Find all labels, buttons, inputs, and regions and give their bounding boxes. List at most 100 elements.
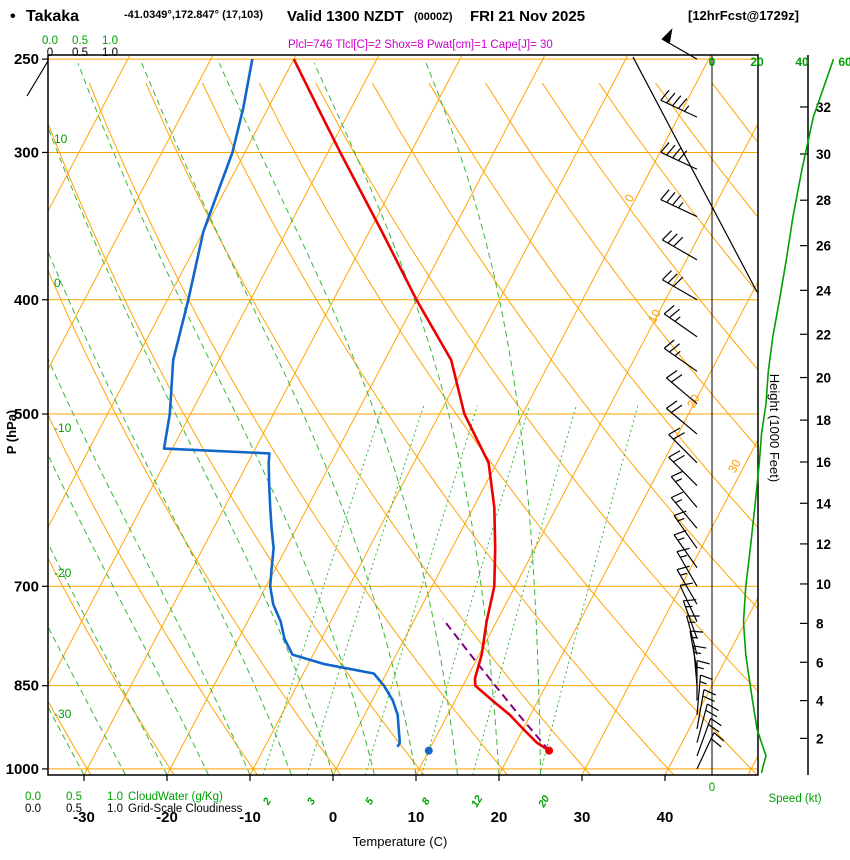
pressure-tick-label: 300 (14, 144, 39, 161)
dewpoint-curve (162, 58, 402, 748)
height-tick-label: 18 (816, 413, 832, 428)
mixing-ratio-label: 20 (536, 793, 553, 810)
isotherm-line (581, 438, 758, 775)
dry-adiabat-line (598, 82, 758, 294)
dry-adiabat-line (371, 82, 758, 610)
speed-tick-label: 20 (750, 55, 764, 69)
theta-edge-label: -10 (54, 421, 72, 435)
wind-barb (661, 28, 698, 60)
height-tick-label: 14 (816, 496, 832, 511)
dry-adiabat-line (145, 82, 591, 775)
wind-barb (668, 450, 698, 486)
isotherm-inline-label: 10 (645, 307, 664, 326)
temp-tick-label: 10 (408, 809, 425, 826)
dry-adiabat-line (48, 122, 425, 775)
wind-barb (673, 510, 698, 549)
temperature-curve (292, 58, 550, 752)
speed-curve (742, 58, 835, 774)
pressure-tick-label: 250 (14, 51, 39, 68)
mixing-ratio-label: 3 (305, 796, 318, 807)
height-tick-label: 6 (816, 655, 824, 670)
height-tick-label: 8 (816, 616, 824, 631)
cloudwater-scale-bottom: 0.5 (66, 791, 82, 803)
moist-adiabat-line (48, 357, 251, 775)
wind-barb (660, 89, 698, 118)
isotherm-line (747, 754, 758, 775)
wind-barb (660, 189, 698, 218)
height-tick-label: 10 (816, 577, 831, 592)
wind-barb (663, 339, 698, 372)
dry-adiabat-line (655, 82, 758, 218)
dry-adiabat-line (48, 269, 342, 775)
isotherm-line (166, 55, 546, 775)
cloudiness-scale-bottom: 1.0 (107, 803, 123, 815)
isotherm-line (415, 122, 758, 775)
cloudiness-label: Grid-Scale Cloudiness (128, 803, 243, 815)
dry-adiabat-line (258, 82, 758, 775)
pressure-axis-label: P (hPa) (4, 410, 19, 455)
dry-adiabat-line (48, 413, 258, 775)
wind-barb (673, 529, 698, 568)
cloudwater-scale-top: 0.0 (42, 35, 58, 47)
theta-edge-label: -20 (54, 566, 72, 580)
mixing-ratio-label: 8 (419, 796, 432, 807)
wind-barb (670, 491, 698, 529)
speed-tick-label: 0 (709, 55, 716, 69)
temp-tick-label: -10 (239, 809, 261, 826)
moist-adiabat-line (313, 62, 500, 775)
wind-barb (686, 615, 700, 655)
temperature-axis-label: Temperature (C) (353, 834, 448, 849)
wind-barb (696, 674, 713, 716)
wind-barb (665, 400, 698, 435)
wind-barb (696, 717, 722, 757)
wind-barb (670, 470, 698, 508)
wind-barb (682, 599, 698, 639)
isotherm-inline-label: 0 (622, 192, 638, 205)
moist-adiabat-line (48, 453, 209, 775)
theta-edge-label: -30 (54, 707, 72, 721)
height-tick-label: 24 (816, 283, 832, 298)
temp-tick-label: -20 (156, 809, 178, 826)
temp-tick-label: 20 (491, 809, 508, 826)
cloudwater-scale-top: 0.5 (72, 35, 88, 47)
cloudwater-label: CloudWater (g/Kg) (128, 791, 223, 803)
dry-adiabat-line (541, 82, 758, 371)
moist-adiabat-line (218, 62, 458, 775)
station-coords: -41.0349°,172.847° (17,103) (124, 9, 263, 21)
decor-line (632, 56, 758, 293)
isotherm-line (249, 55, 629, 775)
speed-axis-label: Speed (kt) (768, 793, 821, 805)
height-axis-label: Height (1000 Feet) (767, 374, 782, 482)
dry-adiabat-line (48, 700, 92, 775)
station-name: Takaka (26, 8, 79, 25)
plot-border (47, 54, 759, 776)
dry-adiabat-line (202, 82, 675, 775)
cloudiness-scale-bottom: 0.5 (66, 803, 82, 815)
height-tick-label: 28 (816, 193, 832, 208)
wind-barb (676, 565, 698, 605)
mixing-ratio-line (306, 405, 425, 775)
speed-zero-label: 0 (709, 782, 715, 794)
mixing-ratio-line (539, 405, 639, 775)
wind-barb (663, 305, 698, 338)
isotherm-line (332, 55, 712, 775)
valid-zulu: (0000Z) (414, 11, 453, 23)
wind-barb (696, 689, 716, 730)
isotherm-line (48, 55, 297, 529)
cloudiness-scale-top: 0.5 (72, 47, 88, 59)
moist-adiabat-line (48, 126, 334, 775)
wind-barb (676, 547, 698, 587)
parcel-curve (442, 618, 550, 752)
cloudiness-scale-top: 1.0 (102, 47, 118, 59)
mixing-ratio-label: 5 (363, 796, 376, 807)
height-tick-label: 20 (816, 371, 831, 386)
speed-tick-label: 40 (795, 55, 809, 69)
mixing-ratio-line (262, 405, 384, 775)
wind-barb (696, 703, 719, 743)
moist-adiabat-line (141, 63, 417, 775)
wind-barb (661, 230, 698, 261)
isotherm-line (48, 55, 131, 213)
isotherm-line (498, 280, 758, 775)
wind-barb (660, 142, 698, 170)
